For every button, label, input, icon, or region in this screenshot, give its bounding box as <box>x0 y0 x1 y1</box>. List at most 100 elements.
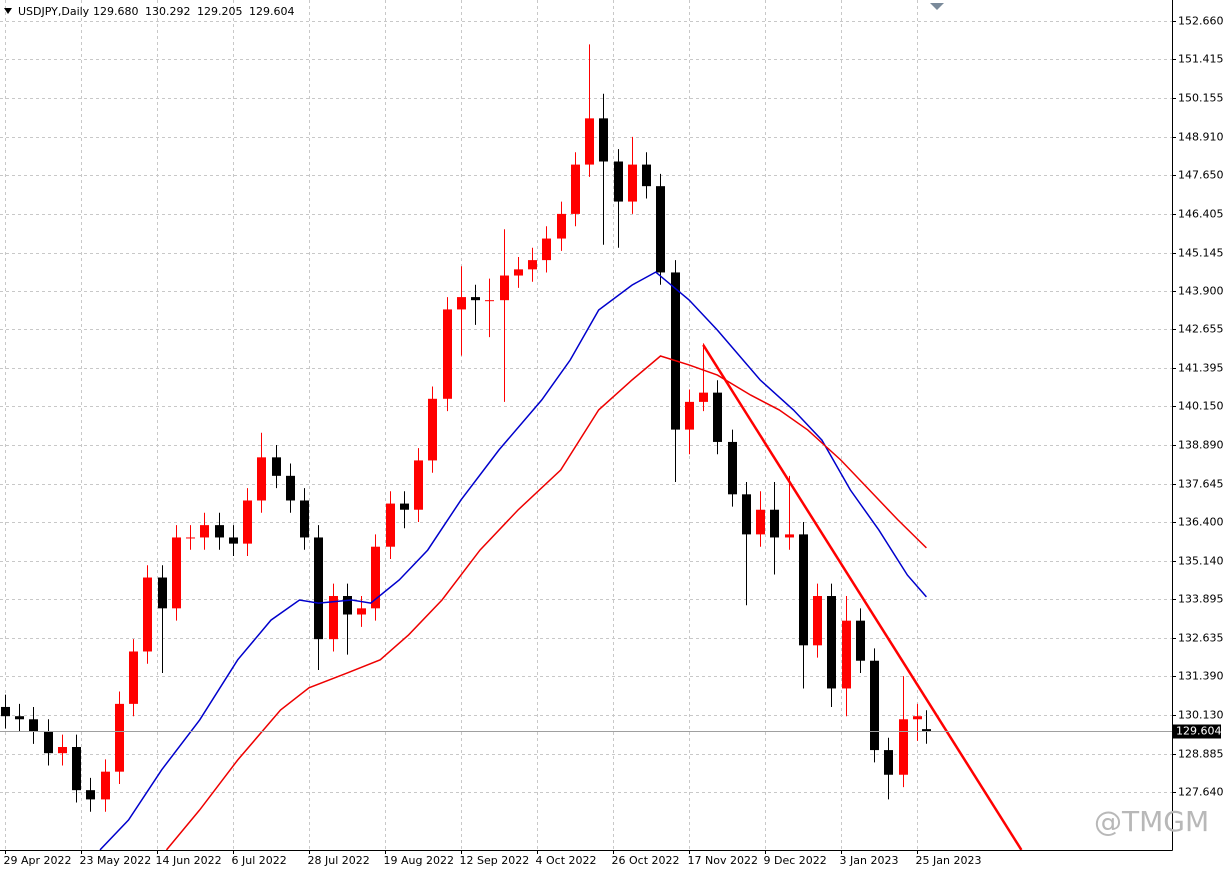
candle-body <box>785 534 794 538</box>
candle-body <box>314 537 323 640</box>
candle-body <box>257 457 266 501</box>
candle-body <box>685 401 694 430</box>
candle-body <box>500 275 509 301</box>
candle-body <box>243 500 252 544</box>
y-tick-label: 145.145 <box>1178 247 1224 260</box>
ohlc-label: 129.604 <box>249 5 295 18</box>
candle-body <box>428 398 437 461</box>
candle-body <box>1 706 10 717</box>
candle-body <box>286 475 295 501</box>
candle-body <box>15 716 24 720</box>
y-tick-label: 146.405 <box>1178 208 1224 221</box>
candle-body <box>628 164 637 202</box>
y-tick-label: 141.395 <box>1178 362 1224 375</box>
candle-body <box>200 525 209 538</box>
candle-body <box>585 118 594 165</box>
candle-body <box>614 161 623 202</box>
candle-body <box>699 392 708 402</box>
chart-title: USDJPY,Daily <box>18 5 90 18</box>
candle-body <box>756 509 765 535</box>
candle-body <box>158 577 167 609</box>
y-tick-label: 127.640 <box>1178 786 1224 799</box>
x-tick-label: 9 Dec 2022 <box>764 854 827 867</box>
y-tick-label: 136.400 <box>1178 516 1224 529</box>
last-price-box <box>1173 724 1221 739</box>
candle-body <box>115 703 124 772</box>
x-tick-label: 29 Apr 2022 <box>4 854 72 867</box>
candle-body <box>899 719 908 775</box>
candle-body <box>329 596 338 640</box>
candle-body <box>443 309 452 399</box>
candle-body <box>101 771 110 800</box>
candle-body <box>913 716 922 720</box>
candle-body <box>827 596 836 689</box>
ohlc-label: 129.680 <box>93 5 139 18</box>
candle-body <box>186 537 195 539</box>
candle-body <box>215 525 224 538</box>
candle-body <box>557 213 566 239</box>
y-tick-label: 142.655 <box>1178 323 1224 336</box>
y-tick-label: 133.895 <box>1178 593 1224 606</box>
candle-body <box>742 494 751 535</box>
candle-body <box>671 272 680 430</box>
plot-area <box>0 44 1172 850</box>
candle-body <box>728 441 737 495</box>
candle-body <box>656 186 665 273</box>
x-tick-label: 6 Jul 2022 <box>232 854 287 867</box>
x-tick-label: 23 May 2022 <box>80 854 152 867</box>
candle-body <box>471 297 480 301</box>
candle-body <box>371 546 380 609</box>
candle-body <box>642 164 651 187</box>
candle-body <box>86 790 95 800</box>
y-tick-label: 147.650 <box>1178 169 1224 182</box>
y-tick-label: 140.150 <box>1178 400 1224 413</box>
candle-body <box>357 608 366 615</box>
x-tick-label: 28 Jul 2022 <box>308 854 370 867</box>
candle-body <box>386 503 395 547</box>
last-price-label: 129.604 <box>1176 725 1222 738</box>
candle-body <box>884 750 893 775</box>
y-tick-label: 131.390 <box>1178 670 1224 683</box>
candle-body <box>129 651 138 704</box>
candle-body <box>172 537 181 609</box>
candle-body <box>813 596 822 646</box>
x-tick-label: 17 Nov 2022 <box>688 854 758 867</box>
y-tick-label: 152.660 <box>1178 15 1224 28</box>
candle-body <box>528 260 537 270</box>
y-tick-label: 151.415 <box>1178 53 1224 66</box>
candle-body <box>799 534 808 646</box>
y-tick-label: 143.900 <box>1178 285 1224 298</box>
candle-body <box>922 729 931 732</box>
y-tick-label: 138.890 <box>1178 439 1224 452</box>
y-tick-label: 135.140 <box>1178 555 1224 568</box>
y-tick-label: 130.130 <box>1178 709 1224 722</box>
x-tick-label: 4 Oct 2022 <box>536 854 597 867</box>
moving-average <box>165 355 927 850</box>
candle-body <box>457 297 466 310</box>
x-tick-label: 25 Jan 2023 <box>916 854 982 867</box>
candle-body <box>770 509 779 538</box>
x-tick-label: 3 Jan 2023 <box>840 854 899 867</box>
candle-body <box>343 596 352 615</box>
y-tick-label: 132.635 <box>1178 632 1224 645</box>
y-tick-label: 150.155 <box>1178 92 1224 105</box>
candle-body <box>514 269 523 276</box>
candle-body <box>229 537 238 544</box>
candle-body <box>599 118 608 162</box>
candle-body <box>143 577 152 652</box>
y-tick-label: 148.910 <box>1178 131 1224 144</box>
candle-body <box>400 503 409 510</box>
candle-body <box>58 747 67 754</box>
y-tick-label: 128.885 <box>1178 748 1224 761</box>
candle-body <box>272 457 281 476</box>
y-tick-label: 137.645 <box>1178 478 1224 491</box>
ohlc-label: 129.205 <box>197 5 243 18</box>
candle-body <box>870 660 879 751</box>
x-tick-label: 26 Oct 2022 <box>612 854 680 867</box>
candle-body <box>542 238 551 261</box>
ohlc-label: 130.292 <box>145 5 191 18</box>
candle-body <box>44 731 53 754</box>
candle-body <box>571 164 580 214</box>
